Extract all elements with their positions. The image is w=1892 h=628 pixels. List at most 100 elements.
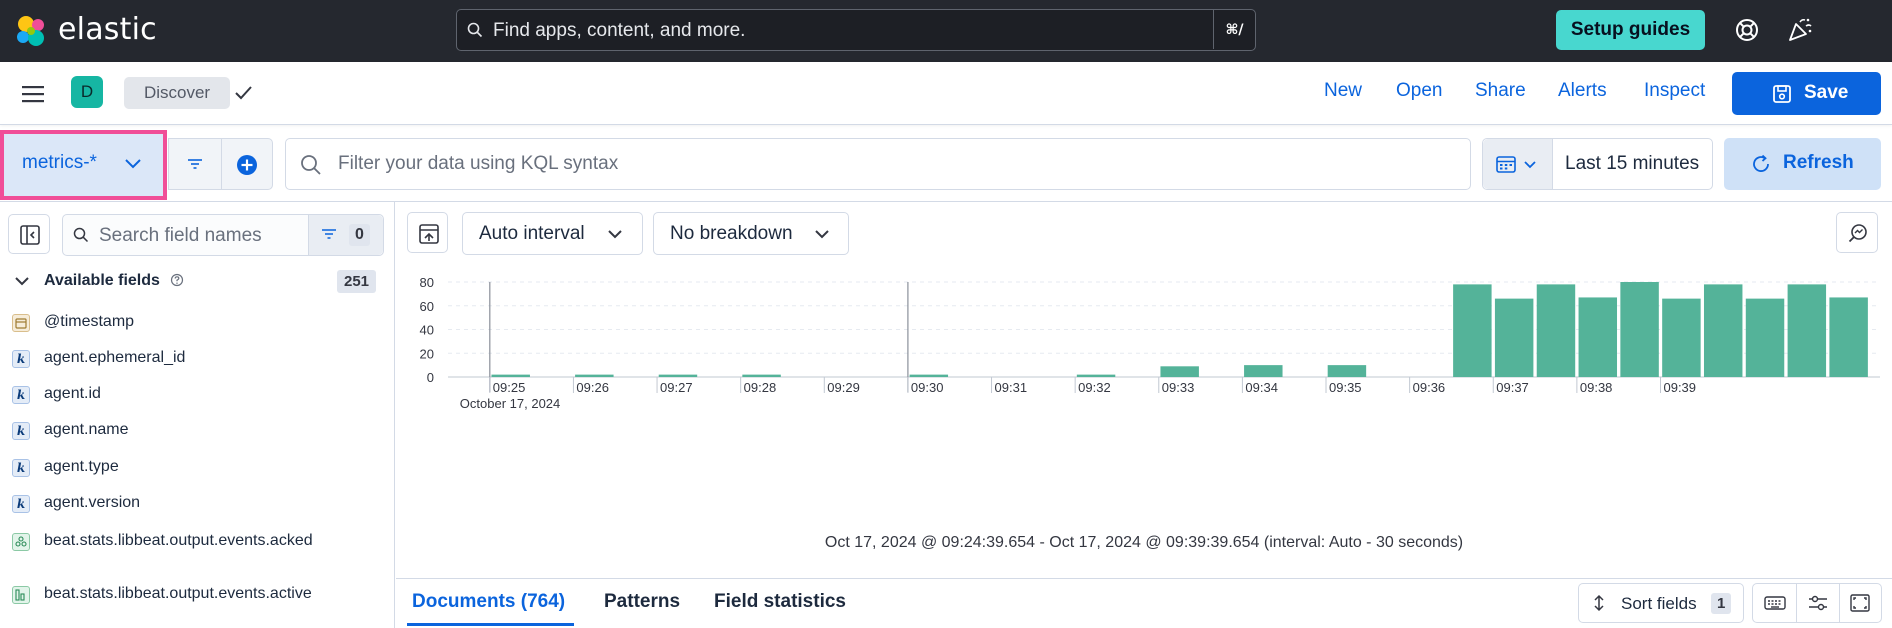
y-tick-label: 80 (420, 275, 434, 290)
x-tick-label: 09:39 (1663, 380, 1696, 395)
field-search-placeholder: Search field names (99, 225, 262, 246)
edit-visualization-button[interactable] (1836, 212, 1878, 253)
filter-icon (322, 229, 336, 239)
chevron-down-icon (15, 277, 29, 286)
x-tick-label: 09:33 (1162, 380, 1195, 395)
field-item[interactable]: k agent.type (12, 457, 342, 479)
inspect-link[interactable]: Inspect (1644, 80, 1706, 101)
help-lifebuoy-icon[interactable] (1734, 17, 1760, 43)
histogram-bar (1536, 284, 1576, 377)
x-tick-label: 09:29 (827, 380, 860, 395)
x-tick-label: 09:34 (1245, 380, 1278, 395)
search-icon (301, 155, 321, 175)
refresh-icon (1753, 154, 1769, 172)
keyword-token-icon: k (12, 459, 30, 477)
sort-fields-button[interactable]: Sort fields 1 (1578, 583, 1744, 623)
x-tick-label: 09:31 (995, 380, 1028, 395)
kql-placeholder: Filter your data using KQL syntax (338, 153, 619, 174)
histogram-bar (1076, 374, 1116, 377)
add-filter-plus-icon[interactable] (235, 153, 259, 177)
toggle-histogram-button[interactable] (407, 212, 448, 253)
histogram-bar (1829, 297, 1868, 377)
y-tick-label: 60 (420, 299, 434, 314)
histogram-bar (1244, 365, 1283, 377)
display-settings-icon[interactable] (1807, 594, 1829, 612)
chevron-down-icon (125, 159, 141, 169)
kql-query-input[interactable]: Filter your data using KQL syntax (285, 138, 1471, 190)
histogram-bar (1494, 298, 1534, 377)
histogram-bar (575, 374, 614, 377)
available-fields-header[interactable]: Available fields 251 (10, 270, 385, 296)
breadcrumb-discover[interactable]: Discover (124, 77, 230, 109)
sort-fields-label: Sort fields (1621, 594, 1697, 613)
available-fields-label: Available fields (44, 272, 160, 289)
number-token-icon (12, 533, 30, 551)
collapse-sidebar-button[interactable] (8, 214, 50, 254)
filter-count-badge: 0 (349, 224, 370, 246)
time-range-label[interactable]: Last 15 minutes (1565, 153, 1700, 174)
field-name: beat.stats.libbeat.output.events.acked (44, 532, 313, 549)
field-item[interactable]: k agent.name (12, 420, 342, 442)
histogram-bar (1160, 366, 1199, 377)
breakdown-dropdown[interactable]: No breakdown (653, 212, 849, 255)
x-tick-label: 09:27 (660, 380, 693, 395)
field-item[interactable]: @timestamp (12, 312, 342, 334)
filter-icon[interactable] (186, 156, 204, 172)
fullscreen-icon[interactable] (1850, 594, 1870, 612)
newsfeed-cheer-icon[interactable] (1786, 16, 1814, 44)
tab-documents[interactable]: Documents (764) (412, 591, 566, 612)
date-token-icon (12, 314, 30, 332)
field-item[interactable]: beat.stats.libbeat.output.events.active (12, 584, 342, 622)
histogram-bar (491, 374, 530, 377)
alerts-link[interactable]: Alerts (1558, 80, 1607, 101)
setup-guides-button[interactable]: Setup guides (1556, 10, 1705, 50)
save-icon (1773, 85, 1791, 103)
hamburger-menu-icon[interactable] (22, 84, 46, 104)
x-tick-label: 09:37 (1496, 380, 1529, 395)
save-button[interactable]: Save (1732, 72, 1881, 115)
keyboard-icon[interactable] (1764, 594, 1786, 612)
interval-label: Auto interval (479, 223, 585, 244)
x-tick-label: 09:28 (744, 380, 777, 395)
grid-toolbar-group (1752, 583, 1882, 623)
field-item[interactable]: beat.stats.libbeat.output.events.acked (12, 531, 342, 569)
share-link[interactable]: Share (1475, 80, 1526, 101)
histogram-bar (658, 374, 698, 377)
chevron-down-icon (608, 230, 622, 239)
interval-dropdown[interactable]: Auto interval (462, 212, 643, 255)
space-avatar[interactable]: D (71, 76, 103, 108)
sort-count-badge: 1 (1711, 593, 1732, 614)
histogram-bar (909, 374, 949, 377)
keyword-token-icon: k (12, 422, 30, 440)
date-picker[interactable]: Last 15 minutes (1482, 138, 1713, 190)
tab-patterns[interactable]: Patterns (604, 591, 681, 612)
y-tick-label: 20 (420, 346, 434, 361)
x-tick-label: 09:32 (1078, 380, 1111, 395)
elastic-logo-icon[interactable] (14, 14, 48, 48)
histogram-bar (1745, 298, 1785, 377)
histogram-chart: 0 20 40 60 80 09:25 09:26 09:27 09:28 09:29 09:30 0… (420, 275, 1880, 411)
new-link[interactable]: New (1324, 80, 1363, 101)
x-tick-label: 09:36 (1413, 380, 1446, 395)
open-link[interactable]: Open (1396, 80, 1443, 101)
field-search-input[interactable]: Search field names 0 (62, 214, 384, 256)
global-search-input[interactable]: Find apps, content, and more. ⌘/ (456, 9, 1256, 51)
field-type-filter-button[interactable]: 0 (308, 215, 383, 255)
refresh-button[interactable]: Refresh (1724, 138, 1881, 190)
y-tick-label: 0 (427, 370, 434, 385)
search-shortcut-badge: ⌘/ (1213, 10, 1255, 49)
field-item[interactable]: k agent.ephemeral_id (12, 348, 342, 370)
field-item[interactable]: k agent.version (12, 493, 342, 515)
field-name: agent.id (44, 385, 101, 402)
time-range-caption: Oct 17, 2024 @ 09:24:39.654 - Oct 17, 20… (824, 534, 1464, 551)
calendar-chevron-icon (1496, 156, 1536, 173)
field-name: agent.name (44, 421, 129, 438)
data-view-picker[interactable]: metrics-* (0, 130, 167, 200)
save-label: Save (1804, 82, 1849, 103)
global-search-placeholder: Find apps, content, and more. (493, 20, 746, 41)
info-question-icon[interactable] (170, 273, 184, 287)
field-item[interactable]: k agent.id (12, 384, 342, 406)
quick-select-button[interactable] (1483, 139, 1553, 189)
tab-field-statistics[interactable]: Field statistics (714, 591, 846, 612)
global-header: elastic Find apps, content, and more. ⌘/… (0, 0, 1892, 62)
